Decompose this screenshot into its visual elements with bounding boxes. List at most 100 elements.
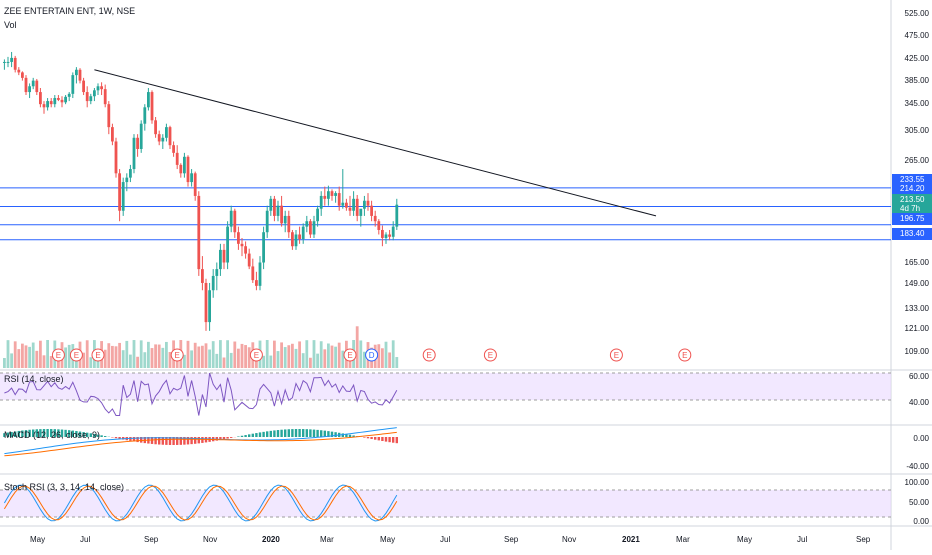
event-label: E <box>95 351 100 360</box>
candle-body <box>154 120 157 134</box>
event-label: E <box>682 351 687 360</box>
event-label: E <box>74 351 79 360</box>
price-tick-label: 305.00 <box>905 126 929 135</box>
candle-body <box>165 127 168 138</box>
macd-histogram-bar <box>396 437 398 443</box>
volume-bar <box>118 343 121 368</box>
event-label: E <box>175 351 180 360</box>
candle-body <box>359 209 362 216</box>
rsi-tick-label: 60.00 <box>909 372 929 381</box>
macd-pane-label[interactable]: MACD (12, 26, close, 9) <box>4 430 100 440</box>
candle-body <box>341 203 344 206</box>
macd-histogram-bar <box>104 436 106 437</box>
macd-histogram-bar <box>374 437 376 440</box>
candle-body <box>363 201 366 209</box>
macd-histogram-bar <box>320 430 322 437</box>
volume-bar <box>140 340 143 368</box>
macd-histogram-bar <box>244 435 246 437</box>
time-tick-label: 2020 <box>262 535 280 544</box>
volume-bar <box>89 357 92 368</box>
time-tick-label: Sep <box>856 535 870 544</box>
volume-label[interactable]: Vol <box>4 20 17 30</box>
volume-bar <box>28 347 31 368</box>
volume-bar <box>273 341 276 368</box>
macd-histogram-bar <box>201 437 203 443</box>
stoch-pane-label[interactable]: Stoch RSI (3, 3, 14, 14, close) <box>4 482 124 492</box>
candle-body <box>25 78 28 92</box>
volume-bar <box>125 341 128 368</box>
volume-bar <box>111 346 114 368</box>
event-label: E <box>347 351 352 360</box>
macd-histogram-bar <box>273 430 275 437</box>
candle-body <box>262 232 265 262</box>
candle-body <box>187 157 190 182</box>
volume-bar <box>197 346 200 368</box>
volume-bar <box>295 349 298 368</box>
macd-histogram-bar <box>295 429 297 437</box>
volume-bar <box>291 344 294 368</box>
volume-bar <box>122 350 125 368</box>
volume-bar <box>226 340 229 368</box>
symbol-title[interactable]: ZEE ENTERTAIN ENT, 1W, NSE <box>4 6 135 16</box>
candle-body <box>385 234 388 237</box>
volume-bar <box>158 345 161 368</box>
macd-histogram-bar <box>381 437 383 441</box>
candle-body <box>323 196 326 199</box>
time-tick-label: Jul <box>440 535 450 544</box>
macd-histogram-bar <box>259 432 261 437</box>
time-tick-label: Nov <box>203 535 217 544</box>
volume-bar <box>269 356 272 368</box>
candle-body <box>374 216 377 221</box>
stoch-tick-label: 50.00 <box>909 498 929 507</box>
volume-bar <box>280 342 283 368</box>
macd-histogram-bar <box>291 429 293 437</box>
macd-histogram-bar <box>334 432 336 437</box>
macd-histogram-bar <box>378 437 380 440</box>
candle-body <box>392 227 395 237</box>
price-tick-label: 425.00 <box>905 54 929 63</box>
candle-body <box>61 100 64 102</box>
time-tick-label: May <box>737 535 752 544</box>
time-tick-label: 2021 <box>622 535 640 544</box>
time-tick-label: Sep <box>144 535 158 544</box>
volume-bar <box>86 340 89 368</box>
macd-histogram-bar <box>370 437 372 439</box>
event-label: E <box>254 351 259 360</box>
volume-bar <box>143 352 146 368</box>
macd-histogram-bar <box>288 429 290 437</box>
candle-body <box>352 199 355 211</box>
candle-body <box>205 283 208 322</box>
candle-body <box>197 196 200 269</box>
time-tick-label: May <box>30 535 45 544</box>
candle-body <box>21 72 24 77</box>
macd-histogram-bar <box>252 434 254 437</box>
candle-body <box>111 127 114 141</box>
volume-bar <box>395 357 398 368</box>
rsi-pane-label[interactable]: RSI (14, close) <box>4 374 64 384</box>
candle-body <box>10 58 13 62</box>
volume-bar <box>32 343 35 368</box>
volume-bar <box>233 342 236 368</box>
volume-bar <box>230 353 233 368</box>
volume-bar <box>298 341 301 368</box>
candle-body <box>331 191 334 196</box>
volume-bar <box>115 346 118 368</box>
candle-body <box>313 221 316 234</box>
volume-bar <box>388 352 391 368</box>
volume-bar <box>356 326 359 368</box>
candle-body <box>93 90 96 96</box>
time-tick-label: Mar <box>676 535 690 544</box>
candle-body <box>367 201 370 206</box>
volume-bar <box>7 340 10 368</box>
candle-body <box>338 193 341 206</box>
candle-body <box>104 89 107 104</box>
candle-body <box>86 92 89 101</box>
candle-body <box>143 107 146 123</box>
event-label: E <box>56 351 61 360</box>
candle-body <box>3 62 6 63</box>
volume-bar <box>205 343 208 368</box>
candle-body <box>46 101 49 107</box>
volume-bar <box>338 343 341 368</box>
